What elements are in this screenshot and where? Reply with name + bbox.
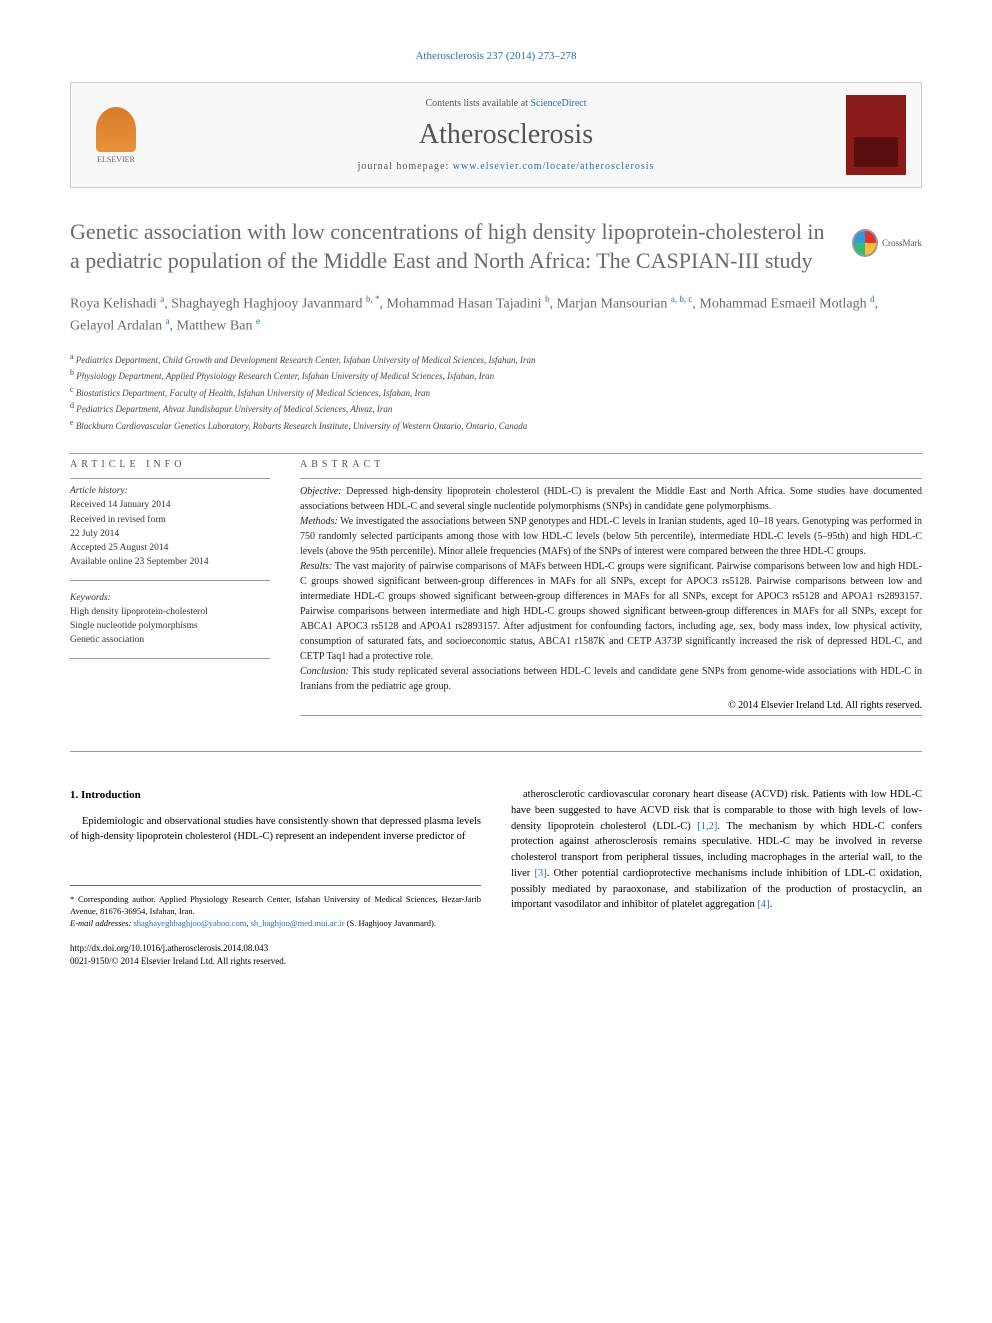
body-column-left: 1. Introduction Epidemiologic and observ… bbox=[70, 787, 481, 969]
journal-reference: Atherosclerosis 237 (2014) 273–278 bbox=[70, 50, 922, 62]
citation-link[interactable]: [4] bbox=[757, 899, 769, 910]
abstract-heading: ABSTRACT bbox=[300, 459, 922, 470]
sciencedirect-link[interactable]: ScienceDirect bbox=[530, 98, 586, 109]
history-line: Received in revised form bbox=[70, 513, 270, 527]
keyword-line: Genetic association bbox=[70, 633, 270, 647]
author-email-1[interactable]: shaghayeghhaghjoo@yahoo.com bbox=[133, 918, 246, 928]
keyword-line: High density lipoprotein-cholesterol bbox=[70, 605, 270, 619]
journal-homepage-line: journal homepage: www.elsevier.com/locat… bbox=[166, 161, 846, 172]
homepage-link[interactable]: www.elsevier.com/locate/atherosclerosis bbox=[453, 161, 655, 172]
body-column-right: atherosclerotic cardiovascular coronary … bbox=[511, 787, 922, 969]
elsevier-tree-icon bbox=[96, 107, 136, 152]
abstract-text: Objective: Depressed high-density lipopr… bbox=[300, 484, 922, 694]
doi-link[interactable]: http://dx.doi.org/10.1016/j.atherosclero… bbox=[70, 943, 268, 953]
info-abstract-row: ARTICLE INFO Article history: Received 1… bbox=[70, 459, 922, 721]
header-center: Contents lists available at ScienceDirec… bbox=[166, 98, 846, 172]
abstract-column: ABSTRACT Objective: Depressed high-densi… bbox=[300, 459, 922, 721]
history-line: Available online 23 September 2014 bbox=[70, 555, 270, 569]
keyword-line: Single nucleotide polymorphisms bbox=[70, 619, 270, 633]
intro-paragraph-2: atherosclerotic cardiovascular coronary … bbox=[511, 787, 922, 913]
history-line: Received 14 January 2014 bbox=[70, 498, 270, 512]
journal-cover-thumbnail bbox=[846, 95, 906, 175]
crossmark-icon bbox=[852, 229, 878, 257]
intro-paragraph-1: Epidemiologic and observational studies … bbox=[70, 814, 481, 846]
intro-heading: 1. Introduction bbox=[70, 787, 481, 804]
crossmark-badge[interactable]: CrossMark bbox=[852, 223, 922, 263]
corresponding-author-footer: * Corresponding author. Applied Physiolo… bbox=[70, 885, 481, 930]
publisher-name: ELSEVIER bbox=[97, 155, 135, 164]
author-email-2[interactable]: sh_haghjoo@med.mui.ac.ir bbox=[251, 918, 345, 928]
issn-copyright-line: 0021-9150/© 2014 Elsevier Ireland Ltd. A… bbox=[70, 956, 286, 966]
article-info-heading: ARTICLE INFO bbox=[70, 459, 270, 470]
citation-link[interactable]: [3] bbox=[534, 868, 546, 879]
doi-block: http://dx.doi.org/10.1016/j.atherosclero… bbox=[70, 942, 481, 969]
corresponding-author-text: * Corresponding author. Applied Physiolo… bbox=[70, 894, 481, 918]
body-columns: 1. Introduction Epidemiologic and observ… bbox=[70, 787, 922, 969]
email-label: E-mail addresses: bbox=[70, 918, 131, 928]
article-title: Genetic association with low concentrati… bbox=[70, 218, 922, 275]
affiliations-list: a Pediatrics Department, Child Growth an… bbox=[70, 351, 922, 434]
history-line: 22 July 2014 bbox=[70, 527, 270, 541]
contents-prefix: Contents lists available at bbox=[425, 98, 530, 109]
keywords-block: Keywords: High density lipoprotein-chole… bbox=[70, 591, 270, 659]
history-label: Article history: bbox=[70, 484, 270, 498]
article-history-block: Article history: Received 14 January 201… bbox=[70, 484, 270, 581]
author-list: Roya Kelishadi a, Shaghayegh Haghjooy Ja… bbox=[70, 293, 922, 336]
citation-link[interactable]: [1,2] bbox=[697, 821, 717, 832]
title-block: Genetic association with low concentrati… bbox=[70, 218, 922, 275]
elsevier-logo: ELSEVIER bbox=[86, 100, 146, 170]
article-info-column: ARTICLE INFO Article history: Received 1… bbox=[70, 459, 270, 721]
history-line: Accepted 25 August 2014 bbox=[70, 541, 270, 555]
crossmark-label: CrossMark bbox=[882, 238, 922, 248]
journal-title: Atherosclerosis bbox=[166, 119, 846, 151]
keywords-label: Keywords: bbox=[70, 591, 270, 605]
contents-available-line: Contents lists available at ScienceDirec… bbox=[166, 98, 846, 109]
email-author-name: (S. Haghjooy Javanmard). bbox=[347, 918, 436, 928]
abstract-copyright: © 2014 Elsevier Ireland Ltd. All rights … bbox=[300, 700, 922, 711]
journal-header-box: ELSEVIER Contents lists available at Sci… bbox=[70, 82, 922, 188]
homepage-prefix: journal homepage: bbox=[358, 161, 453, 172]
